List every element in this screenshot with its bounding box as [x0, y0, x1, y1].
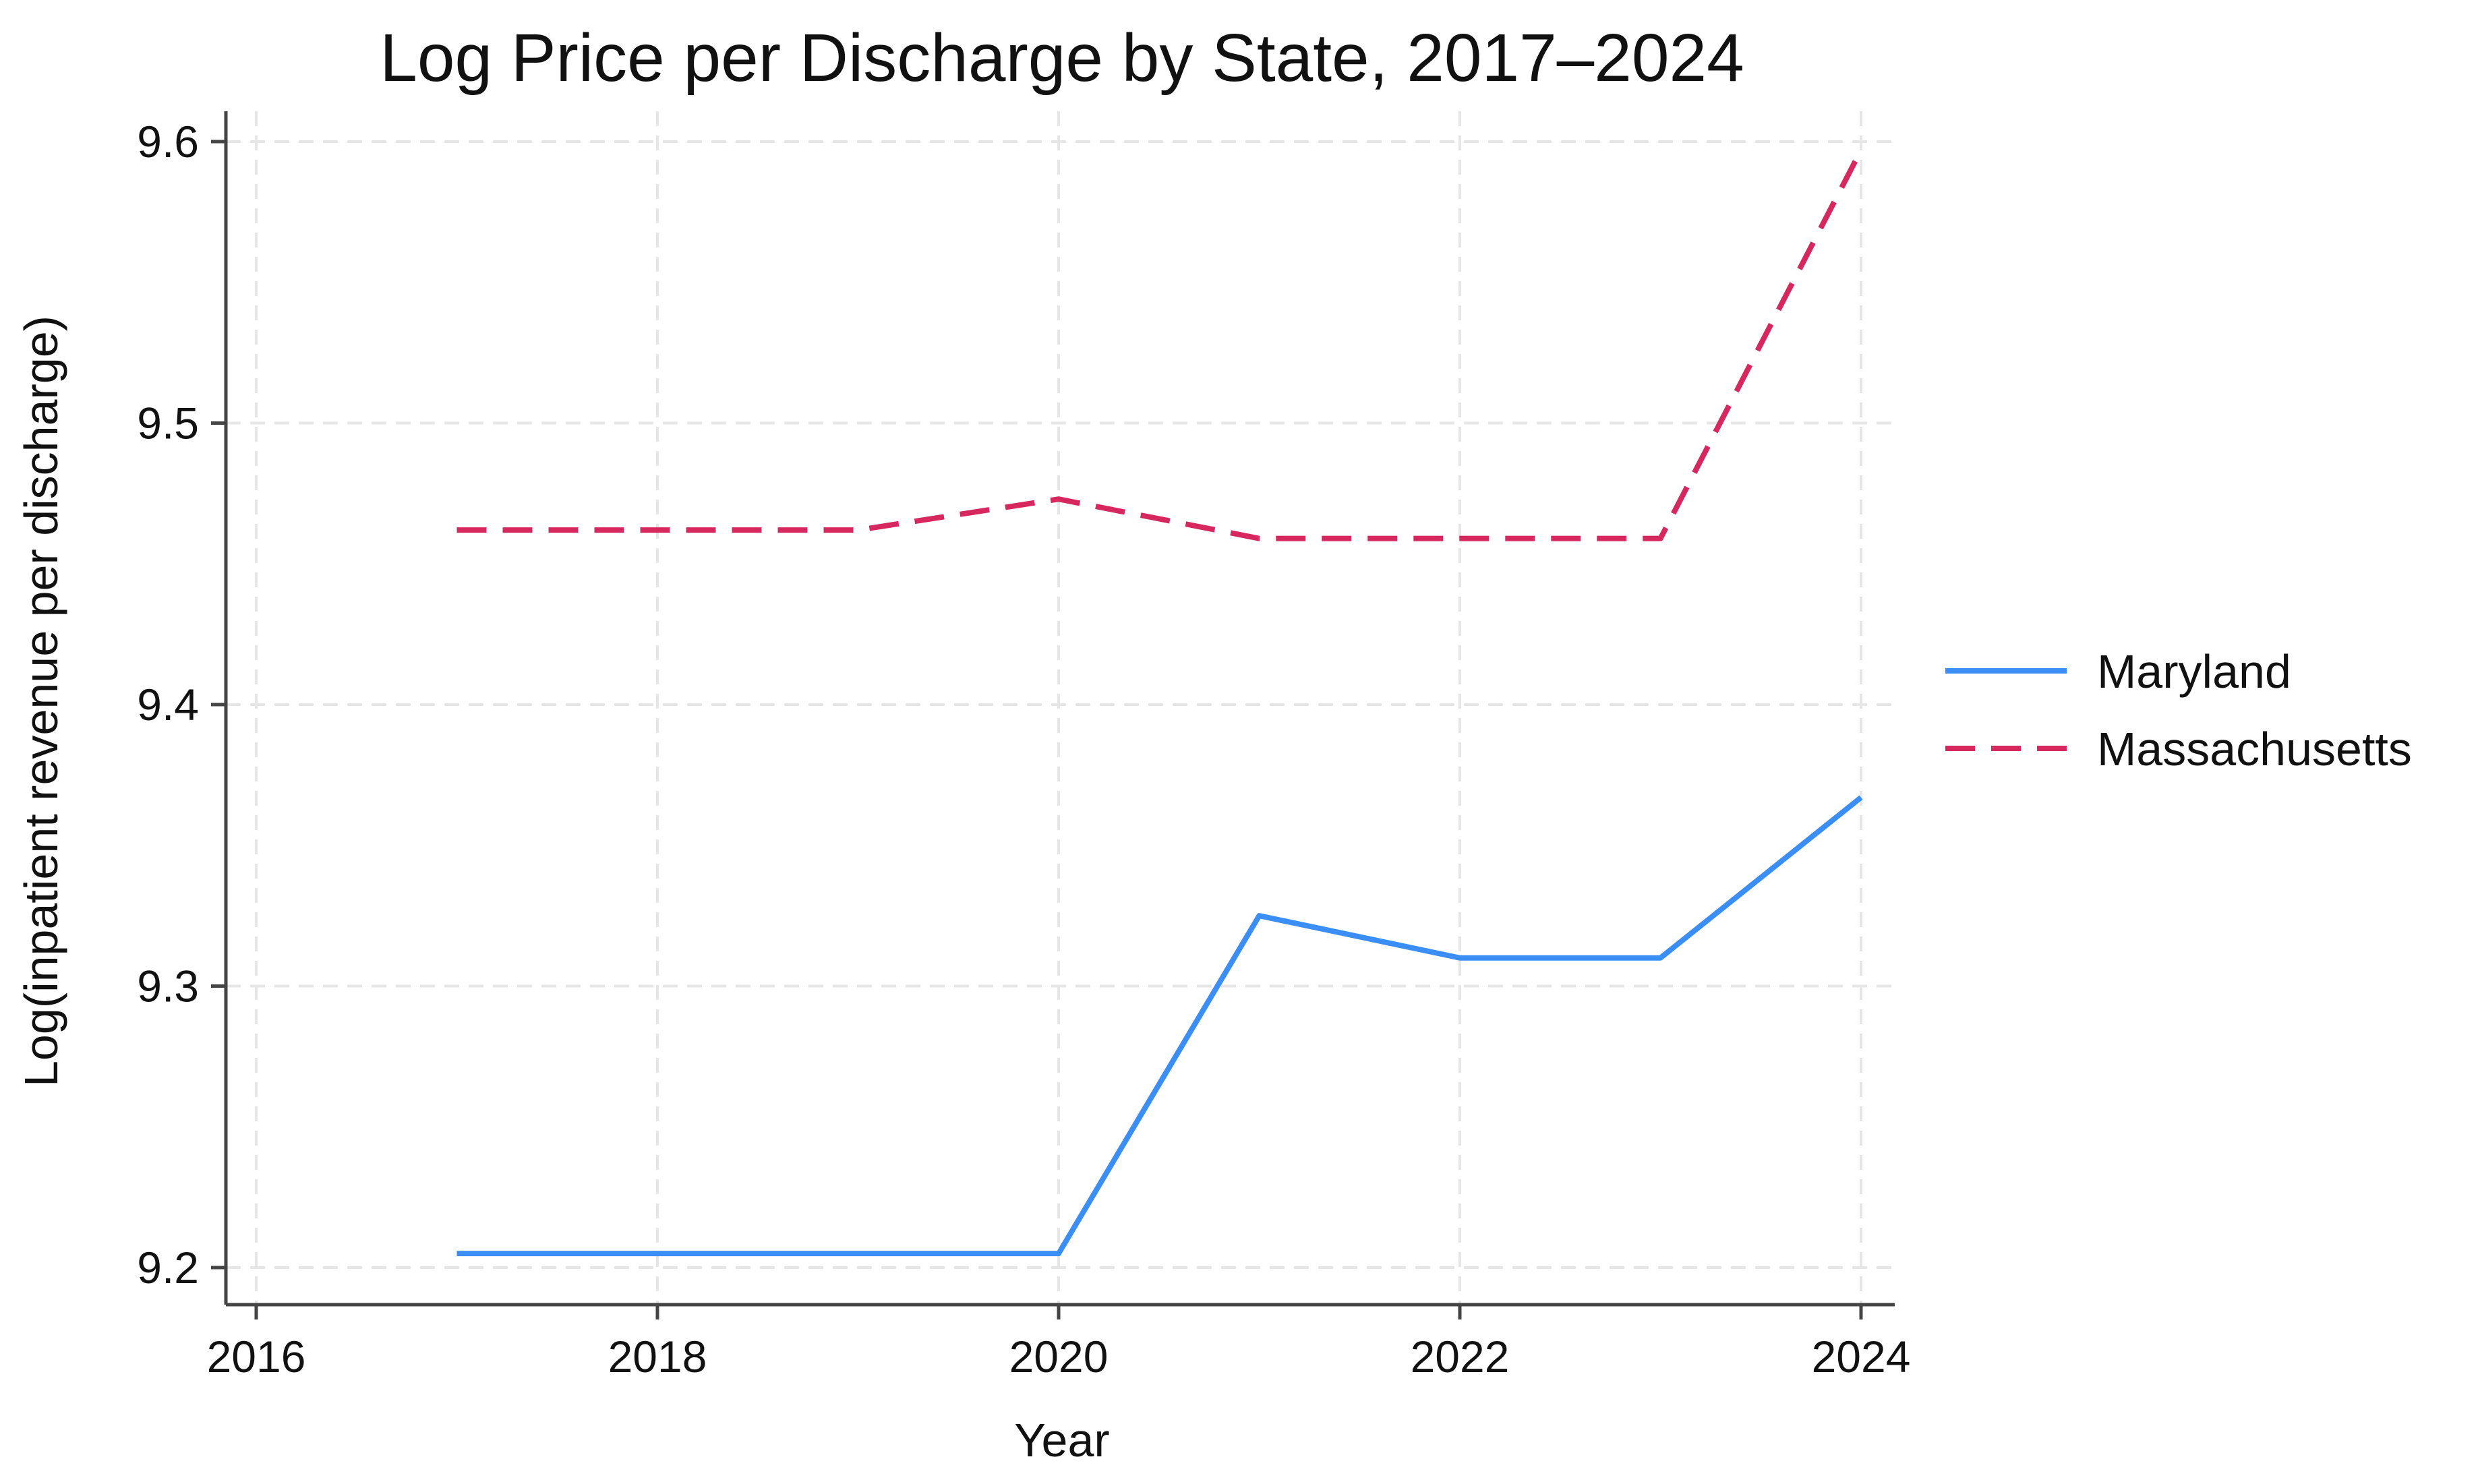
legend-label-maryland: Maryland — [2097, 645, 2291, 698]
y-tick-label: 9.5 — [137, 398, 199, 448]
chart-title: Log Price per Discharge by State, 2017–2… — [380, 20, 1744, 96]
y-tick-label: 9.6 — [137, 117, 199, 167]
x-tick-label: 2020 — [1009, 1332, 1109, 1382]
axes: 9.2 9.3 9.4 9.5 9.6 2016 2018 2020 2022 2024 — [137, 111, 1910, 1382]
data-series — [456, 148, 1864, 1257]
x-tick-label: 2024 — [1812, 1332, 1911, 1382]
y-tick-label: 9.3 — [137, 961, 199, 1011]
x-tick-label: 2018 — [608, 1332, 707, 1382]
x-axis-label: Year — [1014, 1414, 1109, 1466]
series-line-maryland — [456, 795, 1863, 1257]
series-line-massachusetts — [456, 148, 1864, 541]
y-tick-label: 9.4 — [137, 680, 199, 730]
gridlines — [226, 111, 1895, 1305]
legend: Maryland Massachusetts — [1945, 645, 2412, 775]
x-tick-label: 2016 — [207, 1332, 306, 1382]
y-tick-label: 9.2 — [137, 1243, 199, 1293]
legend-label-massachusetts: Massachusetts — [2097, 723, 2412, 775]
x-tick-label: 2022 — [1411, 1332, 1510, 1382]
y-axis-label: Log(inpatient revenue per discharge) — [15, 316, 67, 1087]
